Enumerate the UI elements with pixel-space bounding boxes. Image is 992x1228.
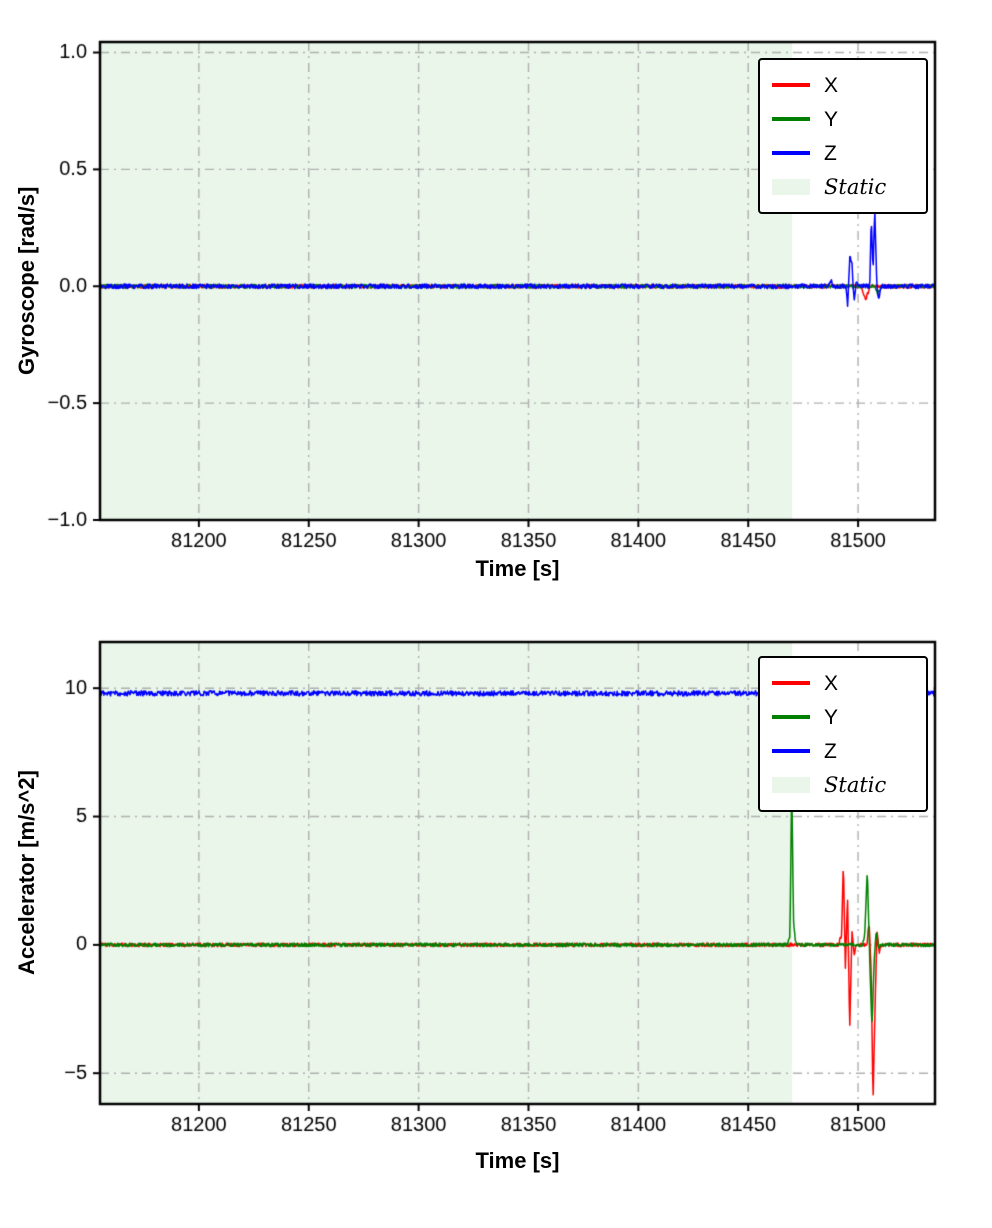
gyroscope-chart: Gyroscope [rad/s] Time [s] X Y Z Static: [0, 0, 992, 600]
legend-item-x: X: [772, 666, 914, 700]
gyroscope-x-axis-label: Time [s]: [475, 556, 560, 581]
accelerator-chart: Accelerator [m/s^2] Time [s] X Y Z Stati…: [0, 600, 992, 1228]
legend-item-z: Z: [772, 734, 914, 768]
legend-item-x: X: [772, 68, 914, 102]
legend-label-z: Z: [824, 141, 837, 165]
z-series-swatch: [772, 749, 810, 753]
y-series-swatch: [772, 715, 810, 719]
legend: X Y Z Static: [758, 58, 928, 214]
static-region-swatch: [772, 777, 810, 793]
legend-label-x: X: [824, 671, 839, 695]
accelerator-y-axis-label: Accelerator [m/s^2]: [14, 770, 39, 976]
legend-label-y: Y: [824, 705, 839, 729]
legend-item-z: Z: [772, 136, 914, 170]
accelerator-x-axis-label: Time [s]: [475, 1148, 560, 1173]
static-region-swatch: [772, 179, 810, 195]
legend-item-static: Static: [772, 170, 914, 204]
legend-item-y: Y: [772, 102, 914, 136]
y-series-swatch: [772, 117, 810, 121]
x-series-swatch: [772, 83, 810, 87]
z-series-swatch: [772, 151, 810, 155]
legend-item-static: Static: [772, 768, 914, 802]
legend-label-x: X: [824, 73, 839, 97]
legend-item-y: Y: [772, 700, 914, 734]
legend: X Y Z Static: [758, 656, 928, 812]
legend-label-y: Y: [824, 107, 839, 131]
legend-label-static: Static: [824, 174, 887, 199]
x-series-swatch: [772, 681, 810, 685]
gyroscope-y-axis-label: Gyroscope [rad/s]: [14, 186, 39, 376]
legend-label-static: Static: [824, 772, 887, 797]
legend-label-z: Z: [824, 739, 837, 763]
